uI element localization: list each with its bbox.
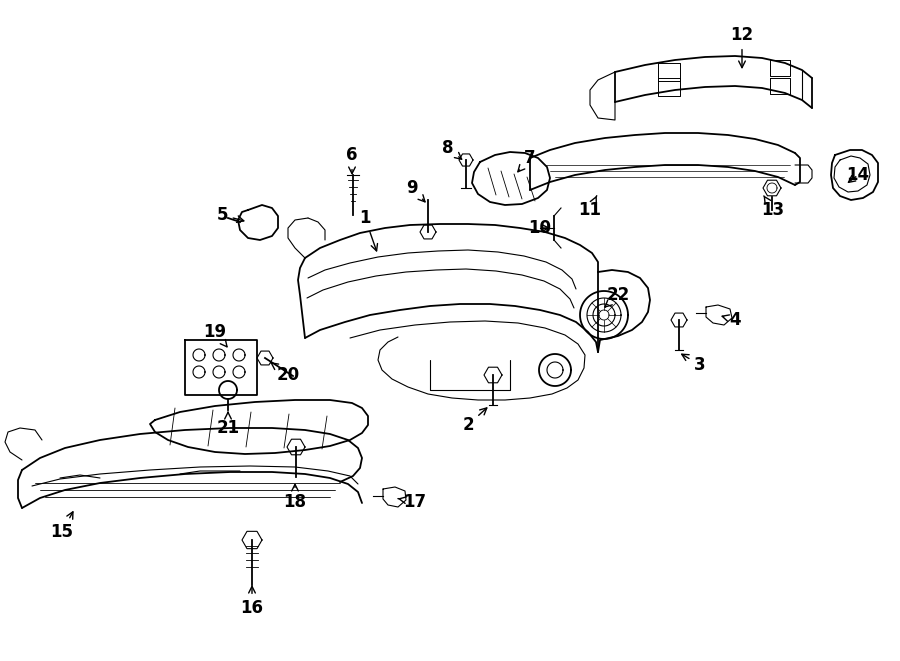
Text: 3: 3 bbox=[681, 354, 706, 374]
Text: 7: 7 bbox=[518, 149, 536, 172]
Text: 16: 16 bbox=[240, 586, 264, 617]
Text: 1: 1 bbox=[359, 209, 377, 251]
Text: 14: 14 bbox=[846, 166, 869, 184]
Text: 6: 6 bbox=[346, 146, 358, 174]
Text: 20: 20 bbox=[271, 363, 300, 384]
Text: 15: 15 bbox=[50, 512, 74, 541]
Text: 19: 19 bbox=[203, 323, 227, 347]
Text: 18: 18 bbox=[284, 485, 307, 511]
Text: 9: 9 bbox=[406, 179, 425, 202]
Text: 5: 5 bbox=[216, 206, 244, 224]
Text: 17: 17 bbox=[398, 493, 427, 511]
Text: 10: 10 bbox=[528, 219, 552, 237]
Text: 12: 12 bbox=[731, 26, 753, 67]
Text: 13: 13 bbox=[761, 196, 785, 219]
Text: 8: 8 bbox=[442, 139, 462, 159]
Text: 22: 22 bbox=[605, 286, 630, 307]
Text: 21: 21 bbox=[216, 412, 239, 437]
Text: 11: 11 bbox=[579, 196, 601, 219]
Text: 2: 2 bbox=[463, 408, 487, 434]
Text: 4: 4 bbox=[722, 311, 741, 329]
